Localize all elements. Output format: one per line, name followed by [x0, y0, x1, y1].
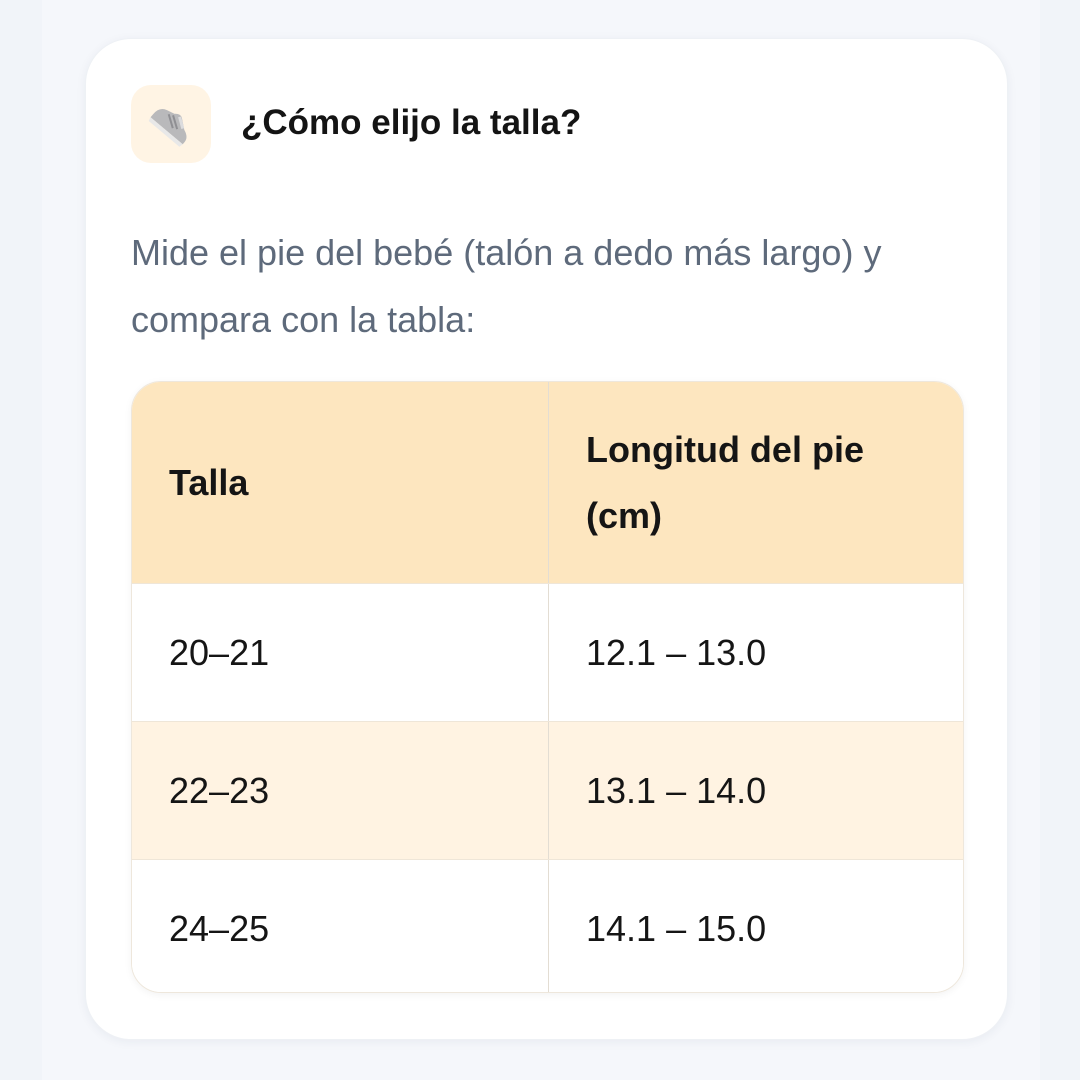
cell-size: 22–23	[132, 722, 549, 859]
cell-size: 20–21	[132, 584, 549, 721]
sneaker-icon	[148, 109, 187, 147]
table-row: 20–21 12.1 – 13.0	[132, 584, 963, 722]
table-header-row: Talla Longitud del pie (cm)	[132, 382, 963, 584]
cell-length: 12.1 – 13.0	[586, 631, 767, 673]
cell-length: 13.1 – 14.0	[586, 769, 767, 811]
cell-size: 24–25	[132, 860, 549, 992]
cell-length: 14.1 – 15.0	[586, 907, 767, 949]
table-row: 24–25 14.1 – 15.0	[132, 860, 963, 992]
card-description: Mide el pie del bebé (talón a dedo más l…	[131, 232, 882, 340]
icon-container	[131, 85, 211, 163]
table-row: 22–23 13.1 – 14.0	[132, 722, 963, 860]
header-foot-length: Longitud del pie (cm)	[586, 428, 864, 536]
header-size: Talla	[132, 382, 549, 583]
size-guide-card: ¿Cómo elijo la talla? Mide el pie del be…	[85, 38, 1008, 1040]
size-table: Talla Longitud del pie (cm) 20–21 12.1 –…	[131, 381, 964, 993]
card-title: ¿Cómo elijo la talla?	[241, 103, 582, 142]
